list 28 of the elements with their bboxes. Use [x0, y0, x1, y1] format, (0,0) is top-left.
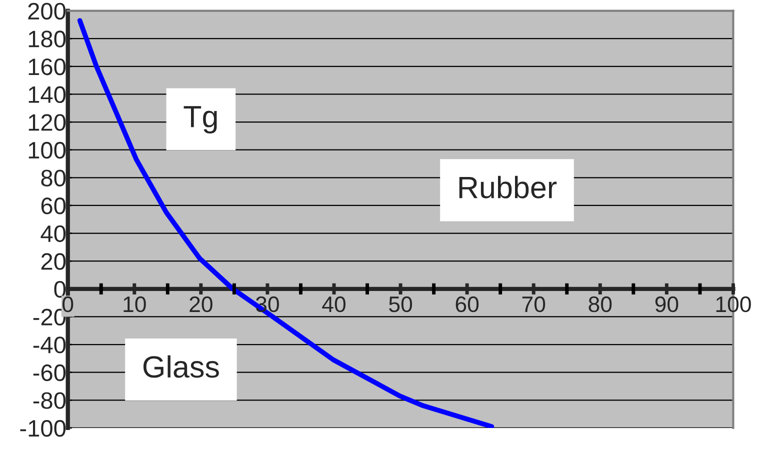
- x-tick-label: 60: [456, 296, 479, 312]
- annotation: Tg: [184, 106, 217, 134]
- y-tick-label: -60: [33, 364, 66, 382]
- y-tick-label: -80: [33, 392, 66, 409]
- x-tick-label: 90: [655, 296, 678, 312]
- x-tick-label: 50: [389, 296, 412, 312]
- x-tick-label: 20: [190, 296, 212, 312]
- x-tick-label: 40: [322, 296, 346, 312]
- x-tick-label: 70: [522, 296, 546, 312]
- y-tick-label: 100: [28, 142, 66, 159]
- y-tick-label: -40: [33, 336, 66, 354]
- x-tick-label: 100: [716, 296, 751, 312]
- y-tick-label: 40: [40, 225, 66, 242]
- y-tick-label: 60: [41, 198, 66, 214]
- y-tick-label: 160: [28, 58, 66, 76]
- x-tick-label: 10: [124, 296, 146, 312]
- y-tick-label: 140: [28, 86, 66, 104]
- annotation: Glass: [143, 355, 219, 378]
- y-tick-label: 0: [54, 280, 66, 298]
- y-tick-label: 80: [41, 170, 66, 186]
- annotation: Rubber: [459, 176, 557, 198]
- y-tick-label: 200: [28, 2, 66, 20]
- y-tick-label: 20: [41, 253, 66, 270]
- y-tick-label: 180: [28, 30, 66, 48]
- y-tick-label: -100: [20, 420, 66, 437]
- x-tick-label: 30: [256, 296, 279, 312]
- x-tick-label: 80: [588, 296, 612, 312]
- y-tick-label: 120: [28, 114, 66, 131]
